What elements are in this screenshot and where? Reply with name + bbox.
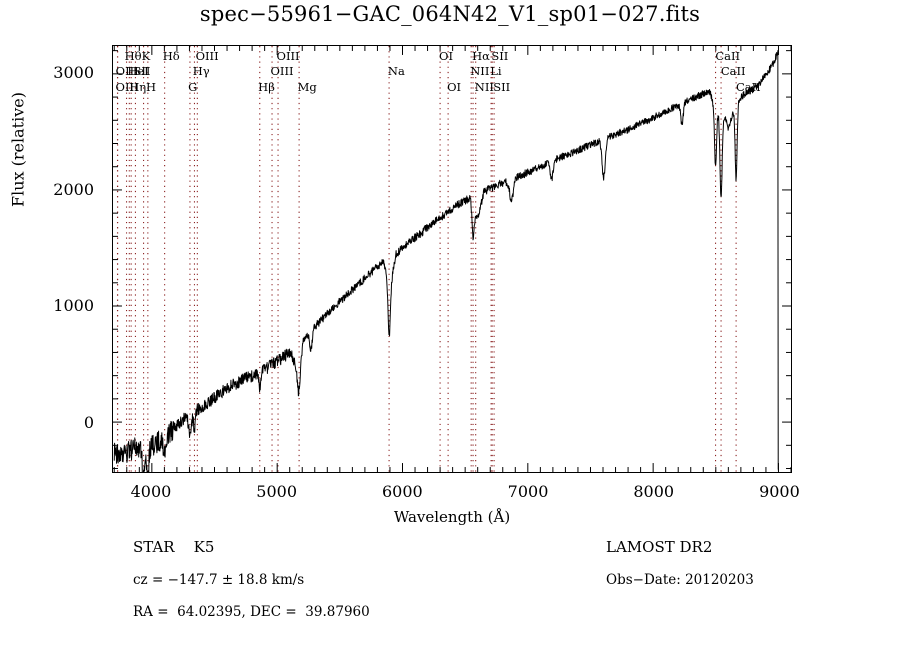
x-tick-5000: 5000 bbox=[256, 482, 298, 501]
line-label-CaII-8498: CaII bbox=[715, 49, 741, 63]
line-label-K-3934: K bbox=[141, 49, 151, 63]
footer-cz: cz = −147.7 ± 18.8 km/s bbox=[133, 572, 305, 588]
line-label-Mg-5175: Mg bbox=[297, 80, 317, 94]
line-label-H-4861: Hβ bbox=[258, 80, 275, 94]
line-label-H-3798: Hθ bbox=[124, 49, 142, 63]
line-label-Na-5893: Na bbox=[387, 64, 405, 78]
flux-trace bbox=[113, 50, 779, 472]
line-label-CaII-8542: CaII bbox=[720, 64, 746, 78]
line-label-H-4340: Hγ bbox=[192, 64, 210, 78]
footer-object-class: STAR K5 bbox=[133, 538, 215, 556]
line-label-H-6563: Hα bbox=[472, 49, 490, 63]
line-label-NII-6584: NII bbox=[474, 80, 494, 94]
footer-obsdate: Obs−Date: 20120203 bbox=[606, 572, 754, 588]
x-tick-9000: 9000 bbox=[759, 482, 800, 501]
footer-survey: LAMOST DR2 bbox=[606, 538, 713, 556]
line-label-OI-6300: OI bbox=[439, 49, 454, 63]
line-label-H-3968: H bbox=[145, 80, 156, 94]
x-tick-7000: 7000 bbox=[507, 482, 549, 501]
line-label-HeI-3820: HeI bbox=[127, 64, 149, 78]
plot-area[interactable] bbox=[112, 45, 792, 473]
line-label-H-4102: Hδ bbox=[162, 49, 180, 63]
line-label-OIII-3727: OIII bbox=[115, 64, 139, 78]
y-tick-3000: 3000 bbox=[53, 62, 94, 82]
line-label-OIII-4363: OIII bbox=[195, 49, 219, 63]
line-label-OIII-3726: OIII bbox=[115, 80, 139, 94]
spectrum-canvas bbox=[113, 46, 791, 472]
line-label-CaII-8662: CaII bbox=[735, 80, 761, 94]
y-axis-label: Flux (relative) bbox=[8, 92, 28, 207]
x-tick-6000: 6000 bbox=[381, 482, 423, 501]
line-label-SII-3869: SII bbox=[133, 64, 151, 78]
page-title: spec−55961−GAC_064N42_V1_sp01−027.fits bbox=[199, 2, 701, 26]
y-tick-1000: 1000 bbox=[53, 296, 94, 316]
line-label-SII-6716: SII bbox=[491, 49, 509, 63]
line-marker-group bbox=[116, 46, 737, 472]
line-label-SII-6731: SII bbox=[493, 80, 511, 94]
footer-coords: RA = 64.02395, DEC = 39.87960 bbox=[133, 604, 370, 620]
y-tick-2000: 2000 bbox=[53, 179, 94, 199]
line-label-H-3835: Hη bbox=[129, 80, 147, 94]
x-axis-label: Wavelength (Å) bbox=[393, 508, 511, 526]
x-tick-4000: 4000 bbox=[130, 482, 172, 501]
line-label-Li-6707: Li bbox=[490, 64, 502, 78]
line-label-OI-6364: OI bbox=[447, 80, 462, 94]
line-label-OIII-5007: OIII bbox=[276, 49, 300, 63]
line-label-NII-6548: NII bbox=[470, 64, 490, 78]
line-label-OIII-4959: OIII bbox=[270, 64, 294, 78]
line-label-G-4304: G bbox=[188, 80, 198, 94]
axis-tick-marks bbox=[113, 46, 791, 472]
y-tick-0: 0 bbox=[83, 412, 94, 432]
x-tick-8000: 8000 bbox=[633, 482, 675, 501]
